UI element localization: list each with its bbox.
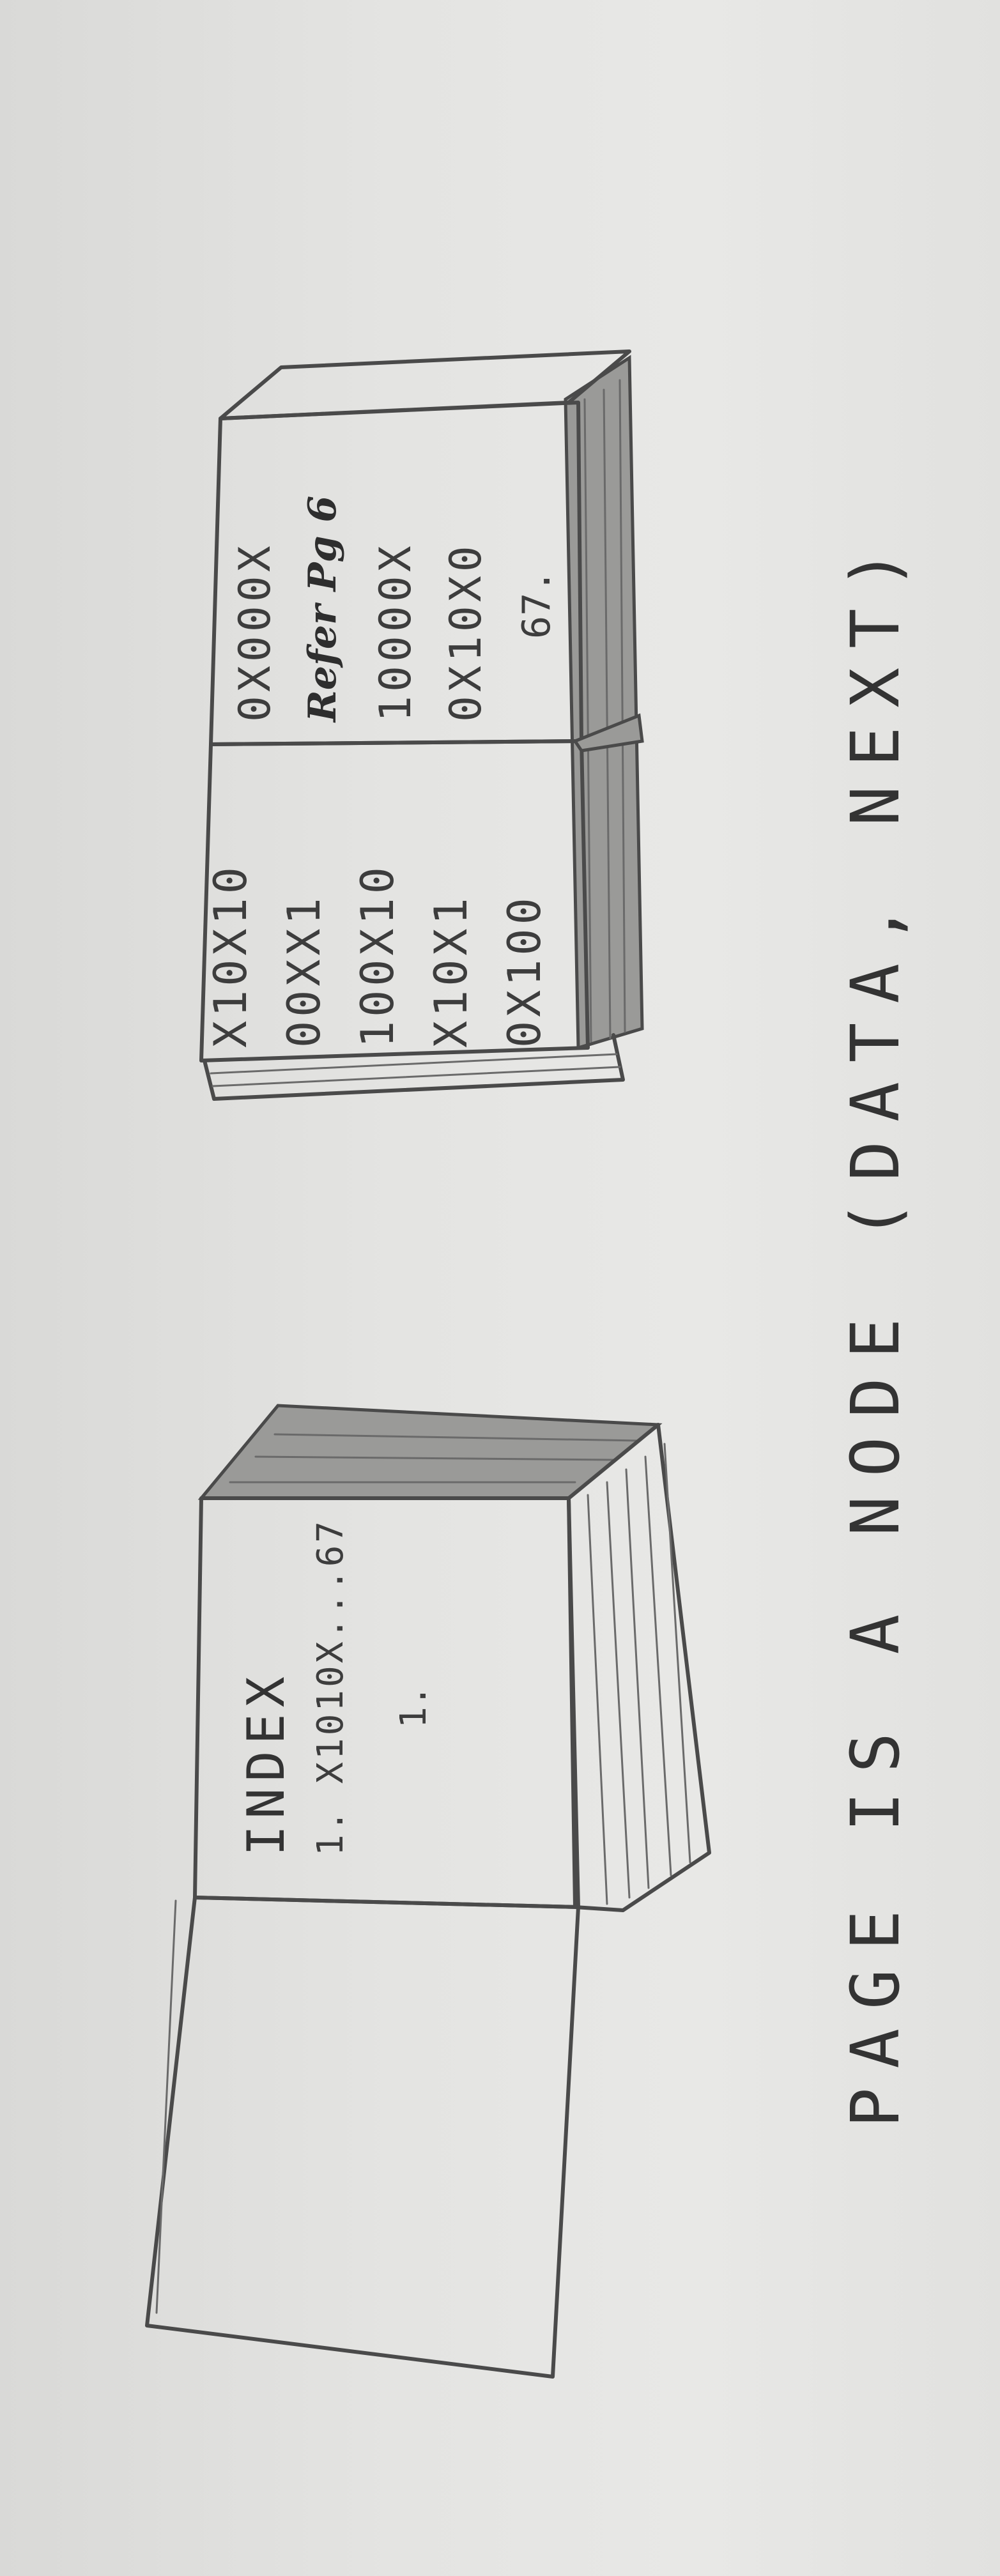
index-page-text: INDEX 1. X1010X...67 1. (204, 1508, 569, 1897)
open-book-left-line-3: 100X10 (351, 863, 404, 1048)
open-book-left-line-5: 0X100 (498, 894, 551, 1048)
open-book-left-line-1: X10X10 (204, 863, 257, 1048)
open-book-right-page-text: 0X000X Refer Pg 6 10000X 0X10X0 67. (217, 434, 575, 728)
index-book-top-edge (197, 1404, 663, 1500)
open-book-left-line-4: X10X1 (425, 894, 477, 1048)
open-book-left-page (199, 739, 590, 1062)
caption: PAGE IS A NODE (DATA, NEXT) (780, 447, 971, 2211)
open-book-right-line-1: 0X000X (230, 542, 281, 722)
index-book-drawing (145, 1404, 711, 2379)
open-book-left-page-text: X10X10 00XX1 100X10 X10X1 0X100 (185, 792, 569, 1048)
open-book-right-line-5: 67. (514, 569, 559, 639)
open-book-drawing (199, 349, 644, 1101)
index-entry-1: 1. X1010X...67 (310, 1518, 351, 1856)
open-book-right-line-2: Refer Pg 6 (300, 495, 345, 722)
open-book-left-line-2: 00XX1 (278, 894, 330, 1048)
index-heading: INDEX (236, 1670, 296, 1856)
index-entry-2: 1. (393, 1685, 435, 1728)
open-book-right-line-4: 0X10X0 (441, 542, 491, 722)
index-book-blank-flap (145, 1896, 580, 2379)
index-book-page-stack (567, 1423, 711, 1912)
open-book-base (203, 1033, 625, 1101)
caption-text: PAGE IS A NODE (DATA, NEXT) (836, 530, 914, 2128)
open-book-right-line-3: 10000X (371, 542, 421, 722)
